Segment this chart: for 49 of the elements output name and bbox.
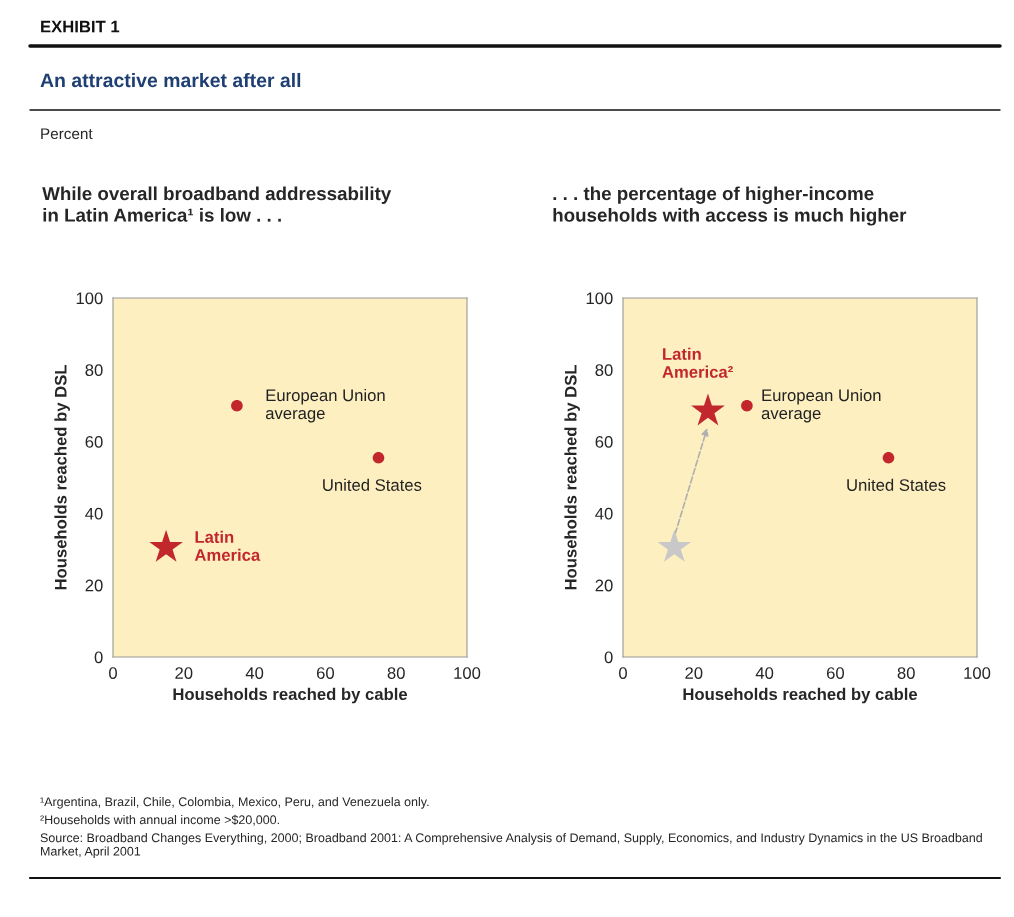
series-label: United States [323,478,422,491]
point [657,529,692,562]
x-tick-label: 0 [109,667,117,679]
chart-title: While overall broadband addressability in Latin America¹ is low . . . [42,186,392,222]
y-tick-label: 100 [76,292,103,305]
x-tick-label: 80 [897,667,915,679]
series-label: Latin America [194,530,261,561]
y-tick-label: 20 [85,579,103,592]
point [882,451,895,464]
x-tick-label: 20 [175,667,193,679]
y-tick-label: 100 [586,292,613,305]
source-note: Source: Broadband Changes Everything, 2000; Broadband 2001: A Comprehensive Analysis of Demand, Supply, Economics, and Industry Dynamics in the US Broadband Market, April 2001 [40,833,982,859]
y-tick-label: 60 [595,436,613,448]
y-axis-title: Households reached by DSL [564,365,580,590]
text: ¹Argentina, Brazil, Chile, Colombia, Mexico, Peru, and Venezuela only. [40,797,429,809]
x-axis-title: Households reached by cable [683,687,918,704]
point [149,529,183,562]
x-tick-label: 20 [685,667,703,679]
y-tick-label: 0 [94,651,103,664]
y-axis-title: Households reached by DSL [54,365,70,590]
y-tick-label: 20 [595,579,613,592]
point [691,393,725,426]
x-tick-label: 40 [245,667,264,679]
text: ²Households with annual income >$20,000. [40,814,279,826]
series-label: United States [847,478,946,491]
x-tick-label: 60 [826,667,845,679]
y-tick-label: 40 [595,507,613,520]
x-tick-label: 100 [964,667,991,679]
y-tick-label: 60 [85,436,103,448]
point [741,399,753,412]
text: EXHIBIT 1 [41,20,120,33]
y-tick-label: 80 [595,364,613,376]
text: Percent [41,128,93,140]
y-tick-label: 0 [604,651,613,664]
x-tick-label: 100 [454,667,481,679]
point [372,451,385,464]
x-tick-label: 0 [619,667,627,679]
x-tick-label: 60 [316,667,335,679]
series-label: European Union average [761,388,881,423]
text: An attractive market after all [40,72,301,88]
chart-title: . . . the percentage of higher-income households with access is much higher [553,186,907,226]
series-label: European Union average [265,388,385,423]
x-tick-label: 40 [755,667,774,679]
x-axis-title: Households reached by cable [173,687,408,704]
point [231,399,243,412]
y-tick-label: 40 [85,507,103,520]
y-tick-label: 80 [85,364,103,376]
x-tick-label: 80 [387,667,405,679]
series-label: Latin America² [662,347,733,378]
